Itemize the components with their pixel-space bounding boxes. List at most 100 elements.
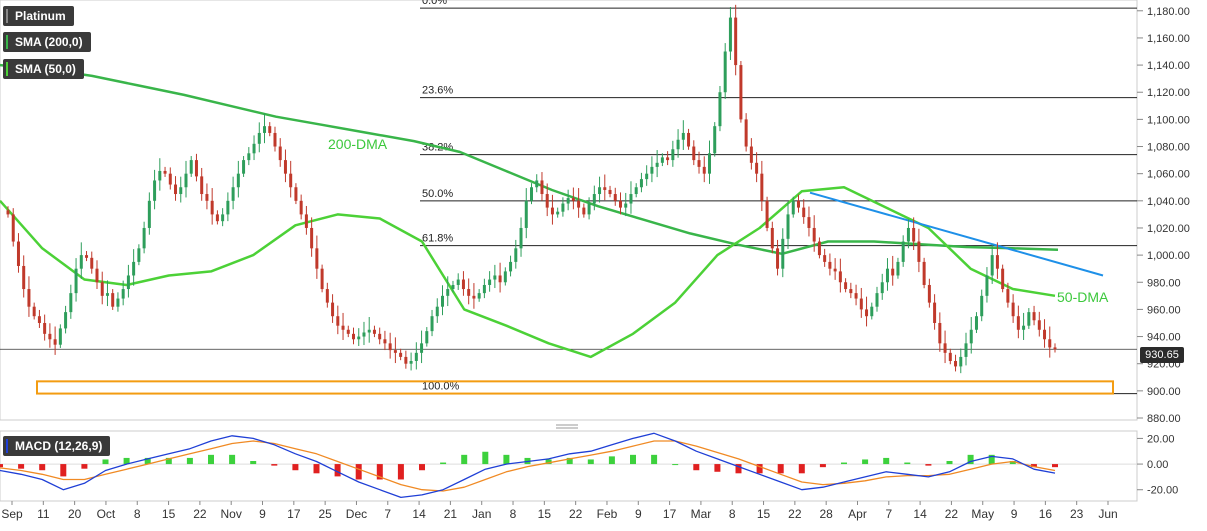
- candle-body: [943, 343, 947, 353]
- candle-body: [629, 194, 633, 204]
- macd-histogram-bar: [925, 464, 932, 466]
- candle-body: [69, 293, 73, 313]
- candle-body: [603, 187, 607, 190]
- candle-body: [105, 293, 109, 296]
- candle-body: [184, 173, 188, 188]
- candle-body: [231, 187, 235, 201]
- candle-body: [467, 289, 471, 296]
- candle-body: [205, 194, 209, 201]
- macd-histogram-bar: [18, 464, 25, 469]
- candle-body: [535, 180, 539, 188]
- candle-body: [624, 203, 628, 208]
- candle-body: [132, 261, 136, 276]
- candle-body: [1001, 268, 1005, 290]
- sma50-legend: SMA (50,0): [3, 59, 84, 79]
- macd-histogram-bar: [440, 462, 447, 465]
- candle-body: [592, 194, 596, 204]
- fib-level-label: 0.0%: [422, 0, 447, 7]
- x-tick-label: May: [971, 507, 994, 521]
- candle-body: [451, 284, 455, 290]
- candle-body: [425, 331, 429, 344]
- x-tick-label: 17: [663, 507, 677, 521]
- sma200-legend: SMA (200,0): [3, 32, 91, 52]
- candle-body: [509, 261, 513, 272]
- candle-body: [441, 295, 445, 307]
- candle-body: [64, 312, 68, 329]
- candle-body: [304, 214, 308, 228]
- x-tick-label: 17: [287, 507, 301, 521]
- candle-body: [948, 352, 952, 361]
- candle-body: [828, 261, 832, 269]
- candle-body: [571, 198, 575, 201]
- x-tick-label: Feb: [597, 507, 618, 521]
- support-zone-box: [36, 380, 1114, 395]
- candle-body: [901, 241, 905, 262]
- candle-body: [221, 214, 225, 222]
- resistance-trendline: [809, 191, 1104, 277]
- y-tick-label: 960.00: [1147, 304, 1181, 316]
- candle-body: [430, 316, 434, 332]
- candle-body: [194, 160, 198, 177]
- candle-body: [16, 241, 20, 266]
- dma50-annotation: 50-DMA: [1057, 289, 1109, 305]
- candle-body: [95, 268, 99, 283]
- candle-body: [210, 200, 214, 215]
- candle-body: [22, 265, 26, 290]
- candle-body: [781, 238, 785, 269]
- candle-body: [268, 126, 272, 133]
- macd-histogram-bar: [798, 464, 805, 474]
- candle-body: [744, 119, 748, 147]
- candle-body: [179, 187, 183, 195]
- x-tick-label: 20: [68, 507, 82, 521]
- x-tick-label: Sep: [1, 507, 23, 521]
- candle-body: [550, 207, 554, 215]
- candle-body: [100, 282, 104, 296]
- macd-histogram-bar: [841, 462, 847, 465]
- macd-histogram-bar: [714, 464, 721, 472]
- macd-histogram-bar: [608, 456, 615, 465]
- x-tick-label: 15: [162, 507, 176, 521]
- macd-histogram-bar: [1009, 460, 1016, 465]
- x-tick-label: 9: [259, 507, 266, 521]
- macd-histogram-bar: [566, 457, 573, 465]
- y-tick-label: 980.00: [1147, 277, 1181, 289]
- y-tick-label: 940.00: [1147, 332, 1181, 344]
- macd-histogram-bar: [988, 454, 995, 465]
- candle-body: [770, 227, 774, 249]
- candle-body: [687, 132, 691, 147]
- macd-histogram-bar: [1030, 464, 1037, 468]
- candle-body: [372, 329, 376, 334]
- candle-body: [461, 279, 465, 290]
- x-tick-label: 15: [757, 507, 771, 521]
- fib-level-label: 61.8%: [422, 233, 453, 245]
- macd-histogram-bar: [60, 464, 67, 477]
- candle-body: [362, 332, 366, 337]
- candle-body: [346, 329, 350, 334]
- candle-body: [660, 157, 664, 163]
- y-tick-label: 1,160.00: [1147, 33, 1190, 45]
- candle-body: [1006, 289, 1010, 303]
- candle-body: [435, 306, 439, 317]
- candle-body: [524, 200, 528, 228]
- y-tick-label: 1,120.00: [1147, 87, 1190, 99]
- candle-body: [985, 275, 989, 296]
- candle-body: [713, 126, 717, 154]
- candle-body: [58, 328, 62, 345]
- candle-body: [959, 356, 963, 367]
- candle-body: [263, 126, 267, 133]
- candle-body: [634, 187, 638, 195]
- macd-histogram-bar: [904, 462, 911, 465]
- candle-body: [723, 51, 727, 93]
- candle-body: [257, 132, 261, 144]
- macd-line: [0, 432, 1056, 499]
- candle-body: [498, 275, 502, 283]
- x-tick-label: 22: [193, 507, 207, 521]
- candle-body: [6, 210, 10, 215]
- candle-body: [896, 261, 900, 276]
- x-tick-label: 16: [1039, 507, 1053, 521]
- macd-y-tick-label: 20.00: [1147, 433, 1175, 445]
- candle-body: [341, 325, 345, 330]
- x-tick-label: 22: [945, 507, 959, 521]
- candle-body: [200, 176, 204, 195]
